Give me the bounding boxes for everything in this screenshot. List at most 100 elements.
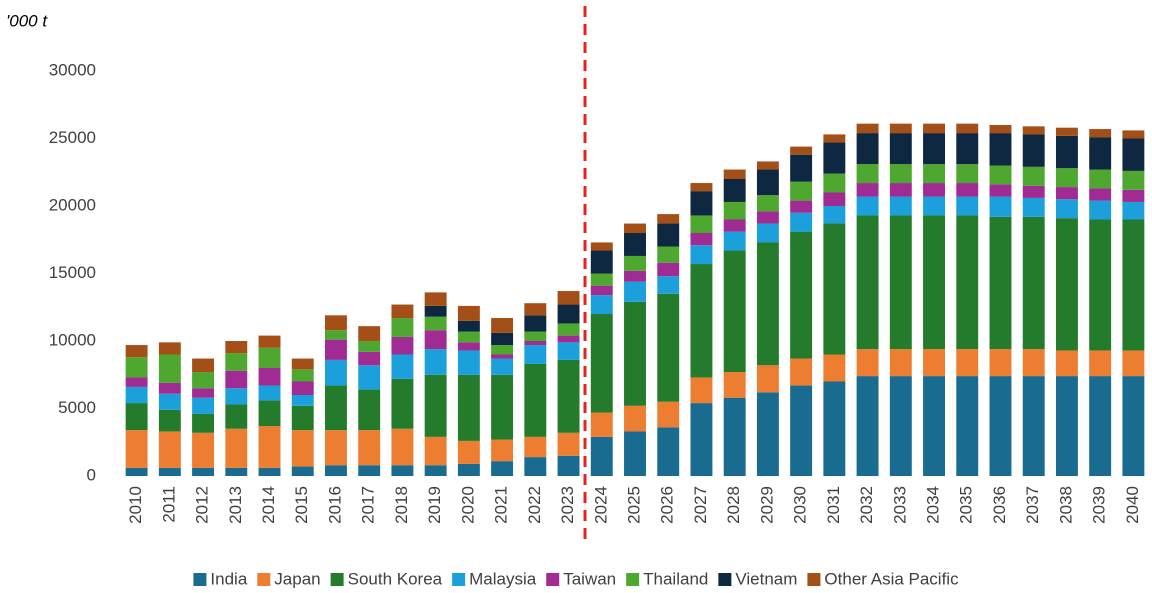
bar-segment — [756, 161, 779, 170]
legend-swatch — [546, 573, 560, 586]
bar-segment — [524, 341, 547, 346]
x-tick-label: 2011 — [159, 486, 178, 523]
bar-segment — [1089, 200, 1112, 220]
bar-segment — [258, 385, 281, 401]
bar-segment — [856, 123, 879, 134]
bar-segment — [158, 393, 181, 410]
bar-segment — [590, 436, 613, 476]
bar-segment — [557, 359, 580, 433]
bar-segment — [524, 363, 547, 437]
bar-segment — [491, 318, 514, 333]
bar-segment — [923, 376, 945, 476]
bar-segment — [790, 385, 813, 476]
bar-segment — [158, 467, 181, 476]
legend-label: Vietnam — [735, 569, 797, 588]
bar-segment — [856, 376, 879, 476]
y-tick-label: 25000 — [49, 128, 96, 147]
bar-segment — [557, 304, 580, 324]
bar-segment — [258, 368, 281, 386]
bar-segment — [956, 183, 979, 197]
x-tick-label: 2040 — [1123, 486, 1142, 524]
bar-segment — [723, 250, 746, 373]
bar-segment — [889, 133, 912, 165]
bar-segment — [1055, 376, 1078, 476]
bar-segment — [491, 332, 514, 346]
bar-segment — [192, 413, 215, 433]
bar-segment — [491, 439, 514, 462]
bar-segment — [192, 388, 215, 398]
bar-segment — [889, 376, 912, 476]
bar-segment — [491, 345, 514, 355]
bar-segment — [125, 386, 148, 404]
bar-segment — [1089, 129, 1112, 138]
bar-segment — [557, 432, 580, 456]
bar-segment — [856, 164, 879, 184]
bar-segment — [690, 215, 713, 233]
bar-segment — [158, 431, 181, 468]
bar-segment — [1022, 376, 1045, 476]
bar-segment — [1022, 349, 1045, 377]
bar-segment — [424, 316, 447, 331]
bar-segment — [923, 123, 945, 134]
bar-segment — [524, 303, 547, 316]
bar-segment — [424, 465, 447, 476]
bar-segment — [956, 215, 979, 350]
x-tick-label: 2015 — [292, 486, 311, 524]
bar-segment — [225, 467, 248, 476]
x-tick-label: 2014 — [259, 486, 278, 524]
bar-segment — [756, 169, 779, 196]
bar-segment — [856, 196, 879, 216]
x-tick-label: 2026 — [658, 486, 677, 524]
x-tick-label: 2033 — [890, 486, 909, 524]
bar-segment — [790, 358, 813, 386]
x-tick-label: 2025 — [624, 486, 643, 524]
legend-swatch — [257, 573, 271, 586]
x-tick-label: 2023 — [558, 486, 577, 524]
bar-segment — [889, 349, 912, 377]
x-tick-label: 2022 — [525, 486, 544, 524]
x-tick-label: 2039 — [1090, 486, 1109, 524]
bar-segment — [756, 223, 779, 243]
bar-segment — [1122, 350, 1145, 377]
bar-segment — [424, 305, 447, 317]
bar-segment — [690, 183, 713, 192]
bar-segment — [457, 342, 480, 351]
legend-label: Japan — [274, 569, 320, 588]
bar-segment — [723, 169, 746, 179]
bar-segment — [657, 262, 680, 277]
bar-segment — [1122, 376, 1145, 476]
bar-segment — [889, 164, 912, 184]
bar-segment — [956, 376, 979, 476]
bar-segment — [125, 357, 148, 378]
bar-segment — [690, 191, 713, 216]
bar-segment — [1022, 126, 1045, 135]
y-tick-label: 0 — [87, 465, 96, 484]
y-tick-label: 20000 — [49, 195, 96, 214]
legend-label: Other Asia Pacific — [824, 569, 959, 588]
x-tick-label: 2017 — [359, 486, 378, 524]
bar-segment — [690, 264, 713, 378]
x-tick-label: 2019 — [425, 486, 444, 524]
bar-segment — [624, 233, 646, 256]
bar-segment — [1055, 199, 1078, 219]
bar-segment — [491, 358, 514, 375]
bar-segment — [524, 345, 547, 364]
bar-segment — [590, 285, 613, 296]
x-tick-label: 2016 — [325, 486, 344, 524]
bar-segment — [1122, 130, 1145, 139]
legend-label: Malaysia — [469, 569, 537, 588]
bar-segment — [790, 181, 813, 201]
bar-segment — [291, 405, 314, 431]
bar-segment — [624, 301, 646, 406]
bar-segment — [923, 196, 945, 216]
bar-segment — [923, 164, 945, 184]
bar-segment — [391, 354, 414, 379]
bar-segment — [690, 233, 713, 246]
bar-segment — [1089, 137, 1112, 170]
bar-segment — [258, 426, 281, 468]
bar-segment — [657, 293, 680, 402]
bar-segment — [590, 412, 613, 437]
bar-segment — [424, 374, 447, 437]
bar-segment — [657, 276, 680, 294]
bar-segment — [358, 465, 381, 476]
